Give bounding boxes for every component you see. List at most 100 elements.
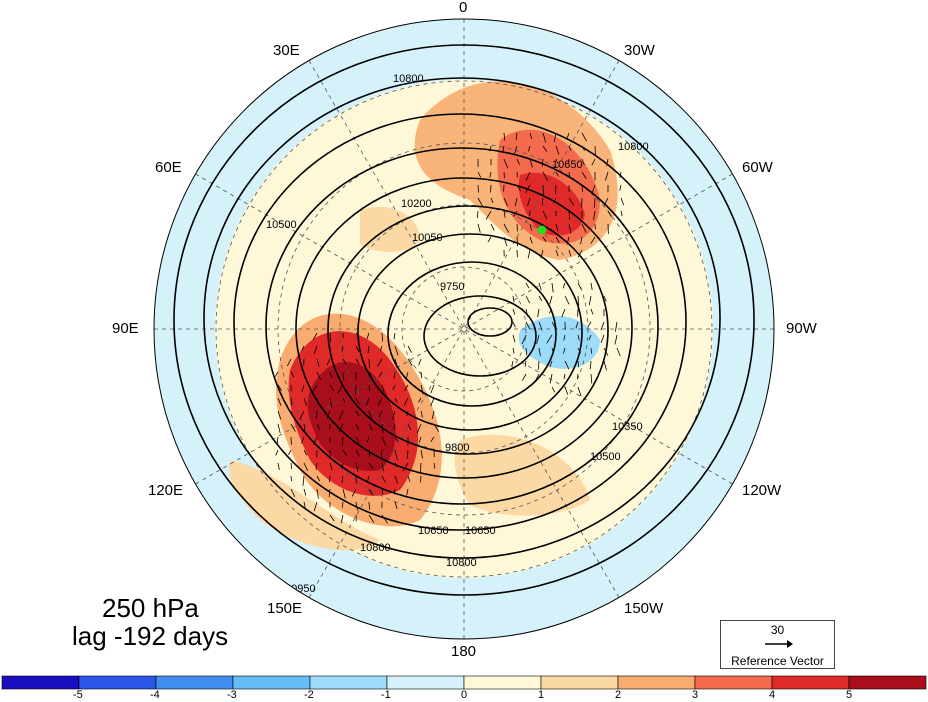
wind-vector bbox=[525, 308, 528, 317]
wind-vector bbox=[407, 345, 412, 353]
contour-label: 10650 bbox=[552, 159, 583, 171]
contour-label: 10800 bbox=[618, 141, 649, 153]
wind-vector bbox=[567, 158, 570, 165]
wind-vector bbox=[542, 171, 549, 181]
wind-vector bbox=[577, 334, 580, 341]
wind-vector bbox=[365, 397, 370, 407]
wind-vector bbox=[316, 358, 320, 367]
wind-vector bbox=[542, 145, 548, 152]
wind-vector bbox=[394, 475, 398, 484]
wind-vector bbox=[290, 397, 293, 406]
wind-vector bbox=[619, 171, 622, 178]
wind-vector bbox=[312, 332, 318, 341]
wind-vector bbox=[329, 462, 333, 471]
wind-vector bbox=[563, 373, 566, 379]
wind-vector bbox=[329, 397, 333, 408]
colorbar-tick-label: 4 bbox=[769, 689, 776, 701]
wind-vector bbox=[516, 158, 520, 165]
wind-vector bbox=[433, 423, 439, 432]
wind-vector bbox=[378, 410, 383, 418]
lon-label-60w: 60W bbox=[742, 159, 773, 176]
wind-vector bbox=[477, 223, 481, 233]
wind-vector bbox=[366, 332, 370, 340]
wind-vector bbox=[342, 397, 346, 403]
wind-vector bbox=[577, 249, 583, 258]
wind-vector bbox=[418, 397, 422, 403]
wind-vector bbox=[368, 384, 370, 392]
wind-vector bbox=[393, 371, 396, 379]
wind-vector bbox=[604, 171, 609, 181]
colorbar bbox=[1, 675, 927, 690]
wind-vector bbox=[503, 132, 506, 141]
colorbar-tick-label: 3 bbox=[692, 689, 699, 701]
colorbar-swatch bbox=[694, 675, 773, 690]
wind-vector bbox=[303, 488, 307, 496]
level-label: 250 hPa bbox=[102, 593, 199, 623]
wind-vector bbox=[394, 449, 398, 460]
wind-vector bbox=[316, 423, 321, 431]
wind-vector bbox=[329, 371, 333, 379]
wind-vector bbox=[368, 501, 370, 510]
contour-label: 10500 bbox=[590, 451, 621, 463]
wind-vector bbox=[393, 488, 396, 495]
wind-vector bbox=[277, 462, 280, 471]
wind-vector bbox=[588, 295, 592, 306]
wind-vector bbox=[303, 501, 306, 508]
colorbar-tick-label: -1 bbox=[381, 689, 391, 701]
colorbar-tick-label: -4 bbox=[150, 689, 160, 701]
wind-vector bbox=[394, 462, 399, 468]
wind-vector bbox=[541, 158, 544, 167]
lon-label-30e: 30E bbox=[273, 42, 300, 59]
wind-vector bbox=[376, 358, 383, 367]
wind-vector bbox=[277, 410, 282, 420]
wind-vector bbox=[290, 371, 295, 378]
wind-vector bbox=[394, 436, 399, 443]
colorbar-tick-label: 0 bbox=[461, 689, 468, 701]
wind-vector bbox=[355, 410, 360, 417]
wind-vector bbox=[355, 397, 360, 405]
wind-vector bbox=[290, 410, 293, 417]
wind-vector bbox=[511, 360, 514, 367]
reference-vector-magnitude: 30 bbox=[770, 623, 785, 637]
wind-vector bbox=[568, 223, 572, 234]
colorbar-swatch bbox=[309, 675, 388, 690]
wind-vector bbox=[290, 475, 293, 482]
wind-vector bbox=[564, 360, 570, 370]
wind-vector bbox=[313, 436, 318, 446]
wind-vector bbox=[326, 410, 331, 419]
lon-label-150w: 150W bbox=[624, 600, 664, 617]
wind-vector bbox=[393, 423, 396, 430]
wind-vector bbox=[487, 236, 492, 243]
wind-vector bbox=[312, 384, 318, 393]
wind-vector bbox=[600, 334, 605, 344]
wind-vector bbox=[593, 210, 596, 221]
wind-vector bbox=[503, 197, 508, 207]
contour-labels: 10800 10800 10650 10650 10650 10500 1050… bbox=[266, 73, 649, 595]
wind-vector bbox=[378, 371, 383, 378]
wind-vector bbox=[420, 384, 424, 395]
colorbar-swatch bbox=[232, 675, 311, 690]
wind-vector bbox=[577, 295, 580, 306]
wind-vector bbox=[303, 397, 307, 406]
colorbar-swatch bbox=[540, 675, 619, 690]
wind-vector bbox=[525, 295, 531, 304]
wind-vector bbox=[590, 373, 593, 384]
wind-vector bbox=[577, 282, 582, 290]
wind-vector bbox=[477, 171, 482, 178]
wind-vector bbox=[503, 236, 508, 247]
wind-vector bbox=[489, 171, 492, 178]
wind-vector bbox=[553, 132, 557, 143]
wind-vector bbox=[340, 514, 344, 524]
wind-vector bbox=[341, 501, 344, 508]
wind-vector bbox=[555, 171, 559, 177]
lon-label-0: 0 bbox=[459, 0, 468, 16]
wind-vector bbox=[315, 462, 318, 470]
wind-vector bbox=[525, 321, 531, 330]
wind-vector bbox=[542, 236, 547, 243]
wind-vector bbox=[316, 397, 319, 405]
wind-vector bbox=[581, 223, 587, 233]
colorbar-swatch bbox=[617, 675, 696, 690]
wind-vector bbox=[405, 371, 409, 381]
wind-vector bbox=[355, 449, 360, 457]
wind-vector bbox=[303, 423, 306, 434]
